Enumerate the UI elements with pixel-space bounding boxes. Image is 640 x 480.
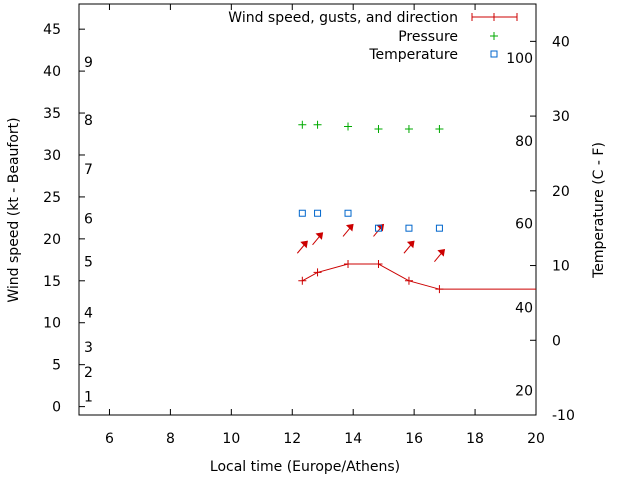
fahrenheit-label: 40	[515, 300, 533, 316]
wind-speed-point	[298, 276, 307, 285]
y-left-tick-label: 0	[52, 400, 61, 416]
y-left-tick-label: 5	[52, 358, 61, 374]
wind-direction-arrowhead	[437, 249, 446, 257]
wind-speed-point	[313, 268, 322, 277]
beaufort-label: 7	[84, 162, 93, 178]
x-tick-label: 10	[222, 431, 240, 447]
legend-label-wind: Wind speed, gusts, and direction	[228, 10, 458, 26]
temperature-point	[435, 224, 443, 232]
y-left-tick-label: 10	[43, 316, 61, 332]
x-tick-label: 20	[527, 431, 545, 447]
beaufort-label: 6	[84, 212, 93, 228]
pressure-point	[404, 124, 413, 133]
beaufort-label: 1	[84, 390, 93, 406]
x-tick-label: 12	[283, 431, 301, 447]
fahrenheit-label: 60	[515, 217, 533, 233]
beaufort-label: 4	[84, 306, 93, 322]
y-left-tick-label: 25	[43, 190, 61, 206]
y-right-tick-label: 40	[552, 34, 570, 50]
x-axis-label: Local time (Europe/Athens)	[210, 459, 400, 475]
pressure-point	[435, 124, 444, 133]
y-left-tick-label: 45	[43, 22, 61, 38]
wind-speed-point	[435, 285, 444, 294]
temperature-point	[298, 209, 306, 217]
y-left-tick-label: 40	[43, 64, 61, 80]
wind-direction-arrowhead	[406, 240, 415, 249]
beaufort-label: 3	[84, 340, 93, 356]
pressure-point	[344, 122, 353, 131]
temperature-point	[314, 209, 322, 217]
pressure-point	[313, 120, 322, 129]
y-left-tick-label: 15	[43, 274, 61, 290]
y-left-tick-label: 35	[43, 106, 61, 122]
x-tick-label: 14	[344, 431, 362, 447]
y-left-axis-label: Wind speed (kt - Beaufort)	[6, 117, 22, 302]
y-right-tick-label: 20	[552, 184, 570, 200]
y-right-tick-label: -10	[552, 408, 575, 424]
y-right-tick-label: 0	[552, 333, 561, 349]
beaufort-scale: 1 2 3 4 5 6 7 8 9	[84, 55, 93, 406]
pressure-point	[298, 120, 307, 129]
x-tick-label: 18	[466, 431, 484, 447]
fahrenheit-scale: 20 40 60 80 100	[506, 51, 533, 400]
x-tick-label: 6	[105, 431, 114, 447]
y-left-tick-label: 30	[43, 148, 61, 164]
fahrenheit-label: 100	[506, 51, 533, 67]
y-right-tick-label: 10	[552, 259, 570, 275]
wind-speed-point	[344, 260, 353, 269]
wind-speed-point	[374, 260, 383, 269]
legend-label-pressure: Pressure	[398, 29, 458, 45]
temperature-point	[405, 224, 413, 232]
legend-label-temperature: Temperature	[368, 47, 458, 63]
legend-marker-temperature	[490, 50, 498, 58]
y-right-tick-label: 30	[552, 109, 570, 125]
temperature-point	[344, 209, 352, 217]
pressure-point	[374, 124, 383, 133]
x-tick-label: 8	[166, 431, 175, 447]
beaufort-label: 2	[84, 365, 93, 381]
legend: Wind speed, gusts, and direction Pressur…	[228, 10, 518, 63]
plot-frame	[78, 3, 537, 416]
beaufort-label: 9	[84, 55, 93, 71]
fahrenheit-label: 80	[515, 134, 533, 150]
x-axis-ticks: 6 8 10 12 14 16 18 20	[105, 4, 545, 447]
y-right-axis-ticks: -10 0 10 20 30 40	[530, 34, 575, 424]
wind-direction-arrowhead	[345, 223, 354, 232]
legend-marker-pressure	[490, 32, 498, 40]
y-right-axis-label: Temperature (C - F)	[591, 142, 607, 279]
beaufort-label: 5	[84, 255, 93, 271]
temperature-point	[374, 224, 382, 232]
series-layer	[296, 120, 536, 294]
wind-direction-arrowhead	[315, 232, 324, 240]
beaufort-label: 8	[84, 113, 93, 129]
y-left-tick-label: 20	[43, 232, 61, 248]
fahrenheit-label: 20	[515, 383, 533, 399]
wind-direction-arrowhead	[300, 240, 308, 249]
y-left-axis-ticks: 0 5 10 15 20 25 30 35 40 45	[43, 22, 85, 416]
wind-speed-line	[302, 263, 536, 290]
x-tick-label: 16	[405, 431, 423, 447]
wind-speed-point	[404, 276, 413, 285]
